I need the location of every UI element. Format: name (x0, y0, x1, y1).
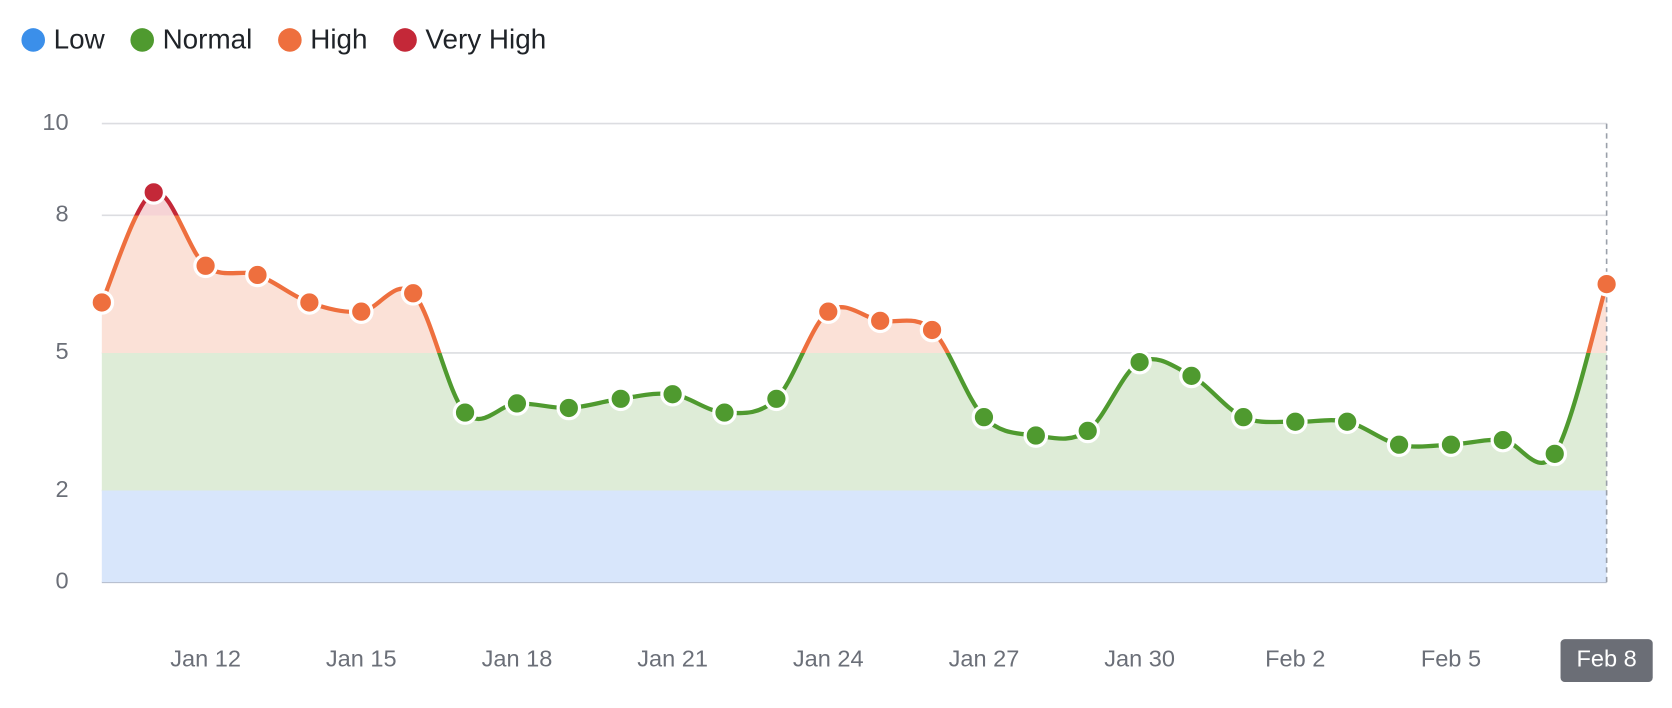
point (245, 262, 270, 288)
x-tick-label: Feb 5 (1421, 646, 1481, 672)
point (1282, 409, 1308, 435)
legend-marker (130, 28, 155, 52)
point (452, 400, 478, 425)
line (99, 190, 1609, 465)
y-tick-label: 8 (55, 201, 68, 227)
point (1490, 427, 1516, 453)
point (1334, 409, 1360, 435)
point (556, 395, 582, 421)
point (89, 290, 115, 315)
point (608, 386, 634, 412)
y-tick-label: 2 (55, 476, 68, 502)
point (193, 253, 218, 279)
legend-label: High (310, 23, 367, 54)
legend-marker (21, 28, 46, 52)
x-tick-label: Jan 27 (949, 646, 1020, 672)
x-tick-label: Feb 8 (1576, 646, 1636, 672)
point (815, 299, 841, 324)
x-tick-label: Jan 30 (1104, 646, 1175, 672)
point (1542, 441, 1568, 467)
legend-label: Low (54, 23, 106, 54)
x-tick-label: Jan 15 (326, 646, 397, 672)
point (1127, 349, 1152, 375)
y-tick-label: 10 (42, 109, 68, 135)
x-label-highlight (1560, 639, 1653, 682)
point (504, 391, 530, 416)
point (400, 280, 426, 306)
point (1023, 423, 1049, 448)
point (297, 290, 322, 315)
point (919, 317, 945, 343)
x-tick-label: Jan 24 (793, 646, 864, 672)
x-tick-label: Feb 2 (1265, 646, 1325, 672)
legend-label: Very High (425, 23, 546, 54)
point (141, 180, 167, 205)
point (1075, 418, 1101, 444)
x-tick-label: Jan 21 (637, 646, 708, 672)
point (712, 400, 737, 425)
legend-marker (393, 28, 417, 52)
point (971, 404, 997, 430)
point (348, 299, 374, 324)
point (660, 381, 685, 407)
point (1594, 271, 1619, 297)
legend-marker (278, 28, 302, 52)
point (1386, 432, 1412, 457)
x-tick-label: Jan 12 (170, 646, 241, 672)
x-tick-label: Jan 18 (482, 646, 553, 672)
y-tick-label: 5 (55, 338, 68, 364)
point (867, 308, 893, 334)
y-tick-label: 0 (55, 568, 68, 594)
point (1231, 404, 1256, 430)
point (1179, 363, 1204, 389)
area (101, 191, 1607, 583)
legend-label: Normal (163, 23, 253, 54)
point (764, 386, 789, 412)
point (1438, 432, 1464, 457)
